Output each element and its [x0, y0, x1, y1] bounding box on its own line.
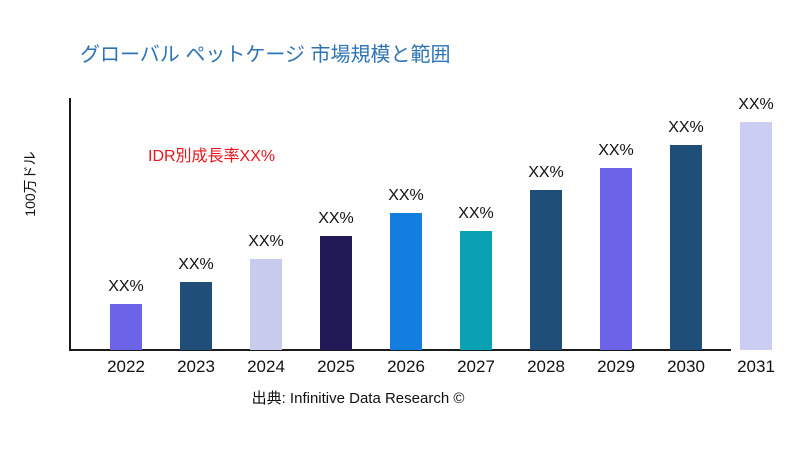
bar-value-label-2026: XX%: [388, 187, 424, 204]
growth-rate-annotation: IDR別成長率XX%: [148, 148, 276, 165]
bar-value-label-2029: XX%: [598, 142, 634, 159]
bar-value-label-2031: XX%: [738, 96, 774, 113]
bar-2028: [530, 190, 562, 350]
bar-2023: [180, 282, 212, 350]
bar-value-label-2023: XX%: [178, 256, 214, 273]
x-tick-label-2024: 2024: [247, 357, 285, 376]
source-text: 出典: Infinitive Data Research ©: [251, 390, 465, 407]
bar-value-label-2030: XX%: [668, 119, 704, 136]
bar-2031: [740, 122, 772, 350]
bar-2027: [460, 231, 492, 350]
x-tick-label-2026: 2026: [387, 357, 425, 376]
x-axis-line: [69, 349, 731, 351]
bar-2029: [600, 168, 632, 350]
bar-2030: [670, 145, 702, 350]
chart-title: グローバル ペットケージ 市場規模と範囲: [80, 44, 451, 66]
x-tick-label-2022: 2022: [107, 357, 145, 376]
x-tick-label-2031: 2031: [737, 357, 775, 376]
y-axis-line: [69, 98, 71, 351]
bar-value-label-2022: XX%: [108, 278, 144, 295]
bar-value-label-2025: XX%: [318, 210, 354, 227]
x-tick-label-2030: 2030: [667, 357, 705, 376]
x-tick-label-2028: 2028: [527, 357, 565, 376]
bar-value-label-2028: XX%: [528, 164, 564, 181]
x-tick-label-2029: 2029: [597, 357, 635, 376]
bar-2025: [320, 236, 352, 350]
bar-2022: [110, 304, 142, 350]
x-tick-label-2023: 2023: [177, 357, 215, 376]
bar-value-label-2027: XX%: [458, 205, 494, 222]
x-tick-label-2027: 2027: [457, 357, 495, 376]
x-tick-label-2025: 2025: [317, 357, 355, 376]
bar-2026: [390, 213, 422, 350]
bar-2024: [250, 259, 282, 350]
bar-value-label-2024: XX%: [248, 233, 284, 250]
